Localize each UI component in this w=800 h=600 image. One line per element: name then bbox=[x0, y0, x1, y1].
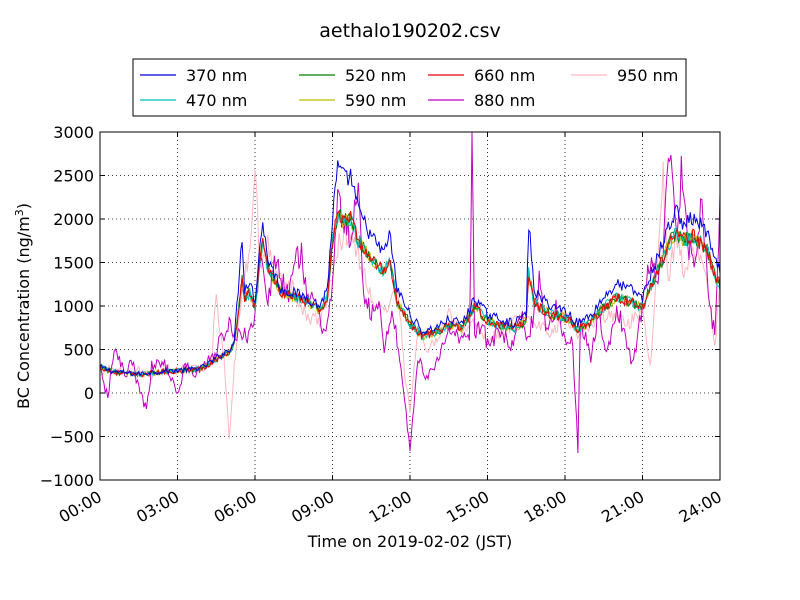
legend: 370 nm 520 nm 660 nm 950 nm 470 nm 590 nm 880 … bbox=[132, 58, 687, 117]
y-axis-label-main: BC Concentration (ng/m bbox=[14, 216, 33, 409]
y-tick-label: 0 bbox=[84, 384, 94, 403]
y-tick-label: −1000 bbox=[40, 471, 94, 490]
series-lines bbox=[99, 131, 721, 454]
legend-label: 880 nm bbox=[474, 91, 535, 110]
series-line-370-nm bbox=[99, 160, 721, 378]
y-tick-label: 2000 bbox=[53, 210, 94, 229]
x-axis-label: Time on 2019-02-02 (JST) bbox=[307, 532, 512, 551]
legend-label: 660 nm bbox=[474, 66, 535, 85]
series-line-950-nm bbox=[99, 161, 721, 439]
y-tick-label: 1000 bbox=[53, 297, 94, 316]
y-tick-label: 2500 bbox=[53, 167, 94, 186]
legend-frame bbox=[132, 58, 687, 117]
y-axis-label: BC Concentration (ng/m3) bbox=[13, 203, 34, 409]
series-line-470-nm bbox=[99, 213, 721, 378]
y-tick-label: −500 bbox=[50, 428, 94, 447]
chart-title: aethalo190202.csv bbox=[319, 20, 501, 42]
y-tick-label: 3000 bbox=[53, 123, 94, 142]
y-axis-label-sup: 3 bbox=[13, 209, 26, 216]
legend-label: 590 nm bbox=[345, 91, 406, 110]
series-line-660-nm bbox=[99, 209, 721, 378]
legend-label: 470 nm bbox=[186, 91, 247, 110]
y-tick-label: 1500 bbox=[53, 254, 94, 273]
y-axis-label-close: ) bbox=[14, 203, 33, 209]
legend-label: 950 nm bbox=[617, 66, 678, 85]
legend-label: 520 nm bbox=[345, 66, 406, 85]
y-tick-label: 500 bbox=[63, 341, 94, 360]
legend-label: 370 nm bbox=[186, 66, 247, 85]
